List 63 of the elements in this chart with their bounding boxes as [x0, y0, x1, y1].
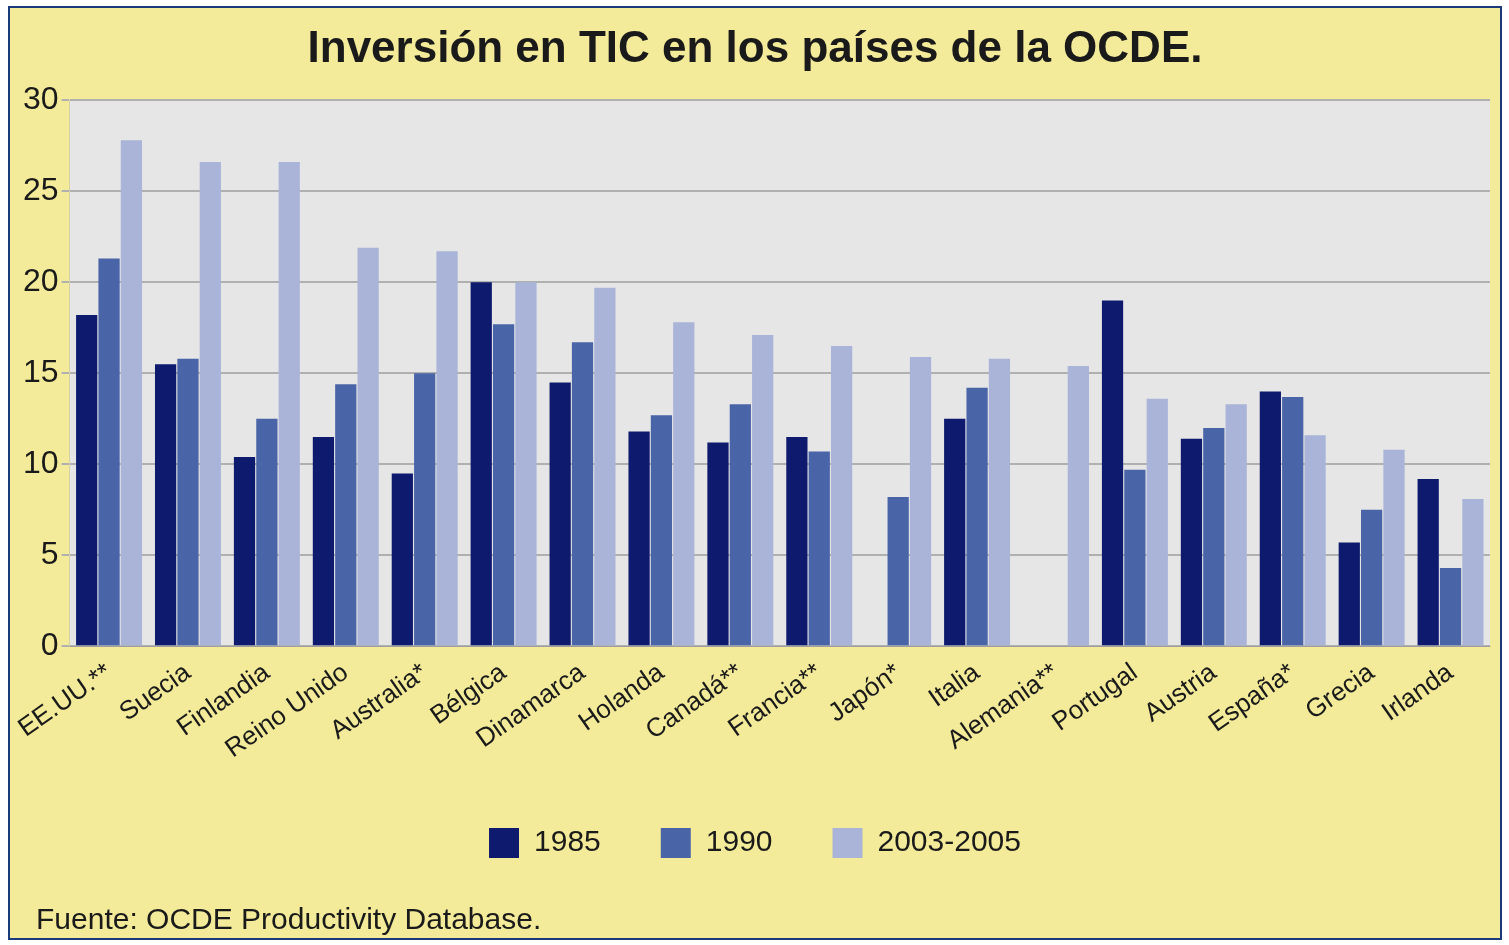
bar — [1225, 404, 1247, 646]
bar — [391, 473, 413, 646]
bar — [707, 442, 729, 646]
bar — [549, 382, 571, 646]
bar — [492, 324, 515, 646]
legend-label: 1985 — [534, 824, 601, 858]
bar — [830, 345, 853, 646]
bar — [414, 373, 436, 646]
legend-label: 1990 — [705, 824, 773, 858]
bar — [98, 258, 120, 646]
bar — [887, 497, 909, 646]
bar — [1146, 398, 1168, 646]
bar — [335, 384, 357, 646]
bar — [752, 335, 774, 646]
bar — [1361, 509, 1383, 646]
bar — [673, 322, 695, 646]
bar — [1259, 391, 1281, 646]
bar — [177, 358, 199, 646]
bar — [1439, 568, 1462, 646]
bar — [1462, 498, 1484, 646]
bar — [729, 404, 751, 646]
bar — [470, 282, 492, 646]
bar — [1417, 478, 1439, 646]
chart-title: Inversión en TIC en los países de la OCDE. — [306, 22, 1204, 72]
bar — [1383, 449, 1405, 646]
y-tick-label: 0 — [40, 626, 59, 663]
bar — [1067, 366, 1089, 646]
bar — [154, 364, 177, 646]
y-tick-label: 15 — [23, 353, 59, 390]
bar — [357, 247, 379, 646]
bar — [786, 437, 808, 646]
bar — [436, 251, 458, 646]
bar — [1180, 438, 1203, 646]
y-tick-label: 30 — [23, 80, 59, 117]
bar — [312, 437, 335, 646]
bar — [120, 140, 143, 646]
bar — [650, 415, 673, 646]
bar — [988, 358, 1011, 646]
bar — [233, 457, 256, 646]
y-tick-label: 25 — [23, 171, 59, 208]
bar — [256, 418, 278, 646]
y-tick-label: 20 — [23, 262, 59, 299]
bar — [76, 315, 98, 646]
bar — [515, 282, 537, 646]
y-tick-label: 5 — [40, 535, 59, 572]
bar — [909, 356, 932, 646]
bar — [966, 387, 988, 646]
bar — [1338, 542, 1360, 646]
bar — [1124, 469, 1146, 646]
legend-label: 2003-2005 — [877, 824, 1021, 858]
y-tick-label: 10 — [23, 444, 59, 481]
bar — [1101, 300, 1124, 646]
bar — [1282, 396, 1304, 646]
bar — [199, 162, 221, 646]
bar — [808, 451, 830, 646]
source-note: Fuente: OCDE Productivity Database. — [36, 902, 542, 936]
bar — [1203, 427, 1225, 646]
bar — [628, 431, 650, 646]
bar — [278, 162, 300, 646]
bar — [944, 418, 966, 646]
bar — [594, 287, 616, 646]
bar — [571, 342, 594, 646]
bar — [1304, 435, 1326, 646]
